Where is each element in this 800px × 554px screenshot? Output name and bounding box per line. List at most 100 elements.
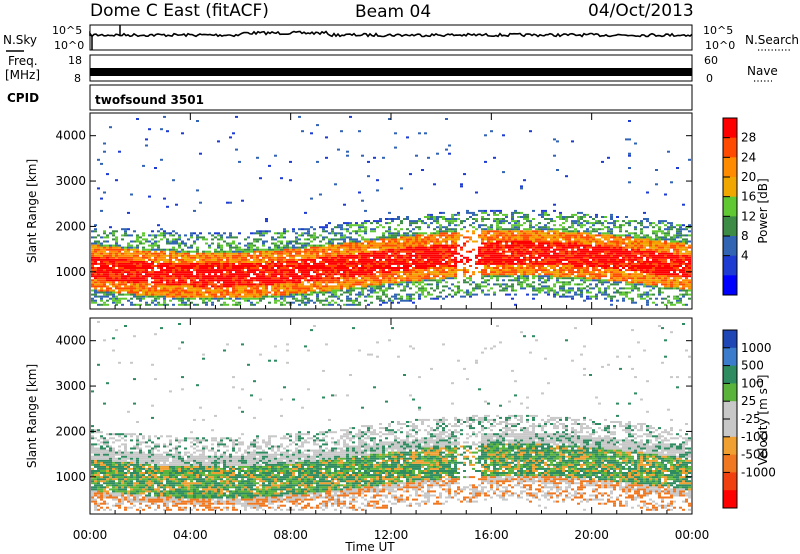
- power-cell: [493, 254, 496, 257]
- power-cell: [463, 262, 466, 265]
- power-cell: [259, 258, 262, 261]
- power-cell: [490, 238, 493, 241]
- power-cell: [154, 271, 157, 274]
- power-cell: [406, 232, 409, 235]
- power-cell: [490, 254, 493, 257]
- power-cell: [118, 269, 121, 272]
- power-cell: [289, 271, 292, 274]
- power-cell: [400, 238, 403, 241]
- power-cell: [94, 289, 97, 292]
- power-cell: [262, 297, 265, 300]
- power-cell: [433, 256, 436, 259]
- power-cell: [418, 234, 421, 237]
- power-cell: [109, 273, 112, 276]
- power-cell: [232, 254, 235, 257]
- power-cell: [367, 238, 370, 241]
- power-cell: [175, 250, 178, 253]
- power-cell: [427, 216, 430, 218]
- power-cell: [145, 269, 148, 272]
- power-cell: [274, 291, 277, 294]
- power-cell: [199, 262, 202, 265]
- power-cell: [253, 271, 256, 274]
- power-cell: [355, 250, 358, 253]
- power-cell: [112, 291, 115, 294]
- power-cell: [238, 267, 241, 269]
- power-cell: [235, 273, 238, 276]
- power-cell: [490, 250, 493, 253]
- power-cell: [532, 252, 535, 255]
- power-cell: [493, 256, 496, 259]
- power-cell: [394, 258, 397, 261]
- power-cell: [589, 279, 592, 282]
- power-cell: [493, 267, 496, 269]
- power-cell: [349, 242, 352, 245]
- power-cell: [574, 250, 577, 253]
- power-cell: [319, 260, 322, 263]
- power-cell: [124, 250, 127, 253]
- power-cell: [562, 277, 565, 280]
- power-cell: [163, 291, 166, 294]
- power-cell: [427, 275, 430, 278]
- power-cell: [253, 283, 256, 286]
- power-cell: [151, 258, 154, 261]
- power-cell: [277, 281, 280, 284]
- power-cell: [136, 238, 139, 241]
- power-cell: [211, 275, 214, 278]
- power-cell: [433, 269, 436, 272]
- power-cell: [190, 279, 193, 282]
- power-cell: [547, 248, 550, 251]
- power-cell: [334, 234, 337, 237]
- power-cell: [490, 271, 493, 274]
- power-cell: [163, 262, 166, 265]
- power-cell: [352, 242, 355, 245]
- power-cell: [196, 295, 199, 298]
- power-cell: [214, 260, 217, 263]
- power-cell: [538, 250, 541, 253]
- power-cell: [118, 262, 121, 265]
- power-cell: [268, 256, 271, 259]
- power-cell: [409, 254, 412, 257]
- power-cell: [487, 279, 490, 282]
- power-cell: [313, 254, 316, 257]
- power-cell: [562, 232, 565, 235]
- power-cell: [427, 252, 430, 255]
- power-cell: [115, 279, 118, 282]
- power-cell: [208, 267, 211, 269]
- power-cell: [382, 236, 385, 239]
- power-cell: [298, 275, 301, 278]
- power-cell: [370, 230, 373, 233]
- power-cell: [190, 295, 193, 298]
- power-cell: [112, 273, 115, 276]
- power-cell: [277, 246, 280, 249]
- power-cell: [574, 246, 577, 249]
- power-cell: [472, 226, 475, 229]
- power-cell: [244, 277, 247, 280]
- power-cell: [406, 250, 409, 253]
- power-cell: [136, 279, 139, 282]
- power-cell: [583, 273, 586, 276]
- power-cell: [262, 265, 265, 267]
- power-cell: [196, 283, 199, 286]
- power-cell: [469, 216, 472, 218]
- power-cell: [490, 224, 493, 227]
- power-cell: [154, 293, 157, 296]
- power-cell: [127, 234, 130, 237]
- power-cell: [514, 234, 517, 237]
- power-cell: [508, 254, 511, 257]
- power-cell: [436, 254, 439, 257]
- power-cell: [514, 236, 517, 239]
- power-cell: [175, 273, 178, 276]
- power-cell: [586, 291, 589, 294]
- power-cell: [358, 301, 361, 304]
- power-cell: [487, 236, 490, 239]
- power-cell: [508, 267, 511, 269]
- power-cell: [442, 297, 445, 300]
- power-heatmap-cells: [91, 115, 691, 306]
- power-cell: [172, 256, 175, 259]
- power-cell: [568, 258, 571, 261]
- power-cell: [202, 297, 205, 300]
- power-cell: [133, 265, 136, 267]
- power-cell: [484, 275, 487, 278]
- power-cell: [493, 291, 496, 294]
- power-cell: [505, 269, 508, 272]
